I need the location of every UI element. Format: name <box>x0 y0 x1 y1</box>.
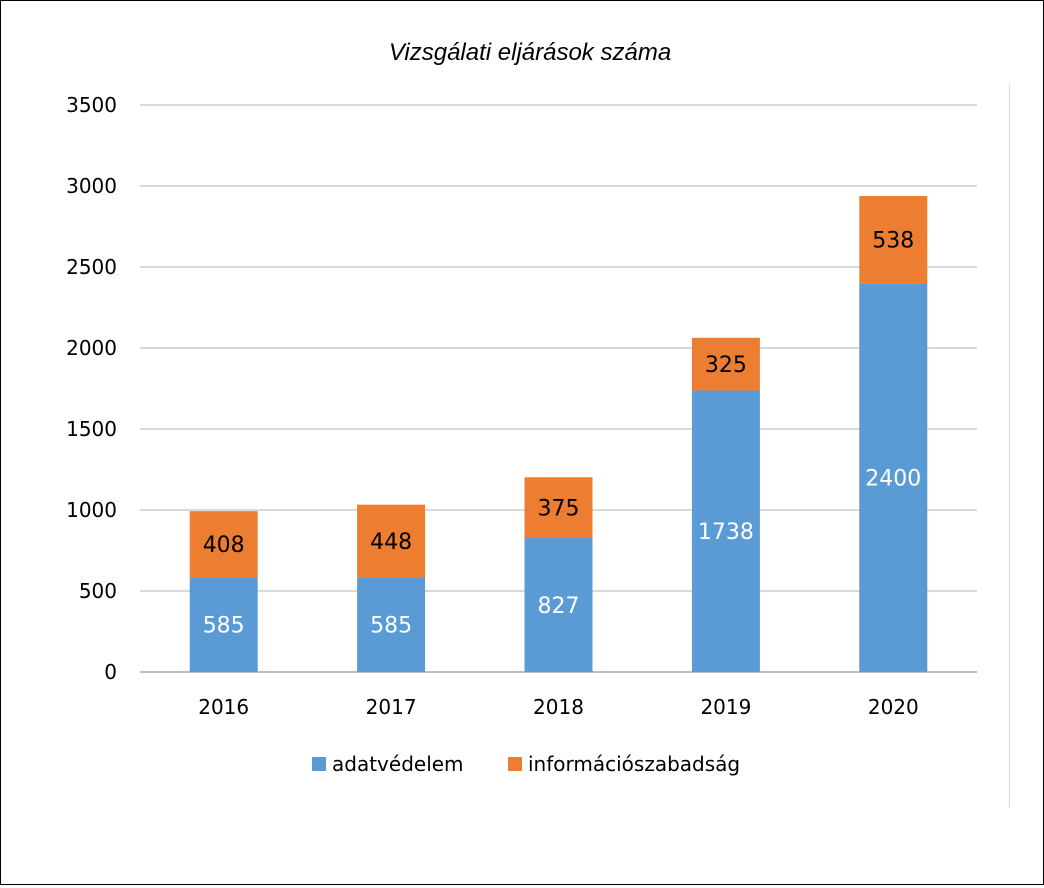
bar-segment <box>189 577 258 672</box>
bar-segment <box>691 390 760 672</box>
bar-segment <box>357 504 426 578</box>
legend-swatch <box>508 757 522 771</box>
plot-area-right-border <box>1009 85 1010 807</box>
bar-segment <box>859 283 928 672</box>
y-tick-label: 2000 <box>66 336 117 360</box>
x-axis-ticks: 2016 2017 2018 2019 2020 <box>198 695 919 719</box>
legend-label: adatvédelem <box>332 752 464 776</box>
bars: 585 408 585 448 827 375 1738 325 2400 538 <box>189 196 928 672</box>
x-tick-label: 2016 <box>198 695 249 719</box>
bar-segment <box>357 577 426 672</box>
legend-label: információszabadság <box>528 752 740 776</box>
y-tick-label: 3000 <box>66 174 117 198</box>
legend-swatch <box>312 757 326 771</box>
data-label: 827 <box>538 594 580 619</box>
data-label: 325 <box>705 353 747 378</box>
y-tick-label: 1000 <box>66 498 117 522</box>
bar-segment <box>524 538 593 672</box>
y-tick-label: 3500 <box>66 93 117 117</box>
data-label: 408 <box>203 533 245 558</box>
y-axis-ticks: 0 500 1000 1500 2000 2500 3000 3500 <box>66 93 117 684</box>
data-label: 375 <box>538 497 580 522</box>
legend: adatvédelem információszabadság <box>312 752 740 776</box>
data-label: 538 <box>872 229 914 254</box>
bar-segment <box>524 477 593 539</box>
data-label: 585 <box>370 614 412 639</box>
x-tick-label: 2018 <box>533 695 584 719</box>
x-tick-label: 2019 <box>700 695 751 719</box>
x-tick-label: 2017 <box>366 695 417 719</box>
y-tick-label: 0 <box>104 660 117 684</box>
bar-segment <box>189 511 258 578</box>
data-label: 2400 <box>865 467 921 492</box>
chart-title: Vizsgálati eljárások száma <box>389 39 671 66</box>
bar-segment <box>859 196 928 284</box>
data-label: 585 <box>203 614 245 639</box>
data-label: 1738 <box>698 520 754 545</box>
data-label: 448 <box>370 530 412 555</box>
bar-segment <box>691 337 760 391</box>
x-tick-label: 2020 <box>868 695 919 719</box>
y-tick-label: 2500 <box>66 255 117 279</box>
y-tick-label: 1500 <box>66 417 117 441</box>
y-tick-label: 500 <box>79 579 117 603</box>
